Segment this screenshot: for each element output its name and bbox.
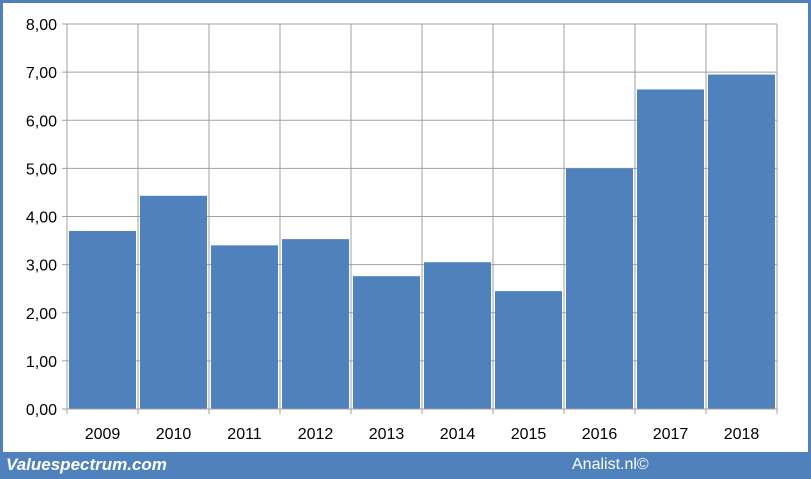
y-tick-label: 8,00 [26, 17, 57, 34]
x-tick-label: 2011 [227, 426, 262, 443]
bar-2013 [353, 276, 420, 409]
x-tick-label: 2010 [156, 426, 192, 443]
tick-labels: 0,00 1,00 2,00 3,00 4,00 5,00 6,00 7,00 8,00 2009… [26, 17, 760, 443]
axes [62, 23, 778, 414]
bar-2009 [69, 230, 136, 409]
bar-2012 [282, 239, 349, 409]
x-tick-label: 2012 [298, 426, 334, 443]
bar-2010 [140, 195, 207, 409]
x-tick-label: 2017 [653, 426, 689, 443]
grid-lines [66, 23, 778, 410]
y-tick-label: 2,00 [26, 306, 57, 323]
x-tick-label: 2015 [511, 426, 547, 443]
bar-2017 [637, 89, 704, 409]
x-tick-label: 2014 [440, 426, 476, 443]
y-tick-label: 3,00 [26, 258, 57, 275]
bar-2018 [708, 74, 775, 409]
y-tick-label: 0,00 [26, 402, 57, 419]
bars [69, 74, 775, 409]
bar-2014 [424, 262, 491, 409]
y-tick-label: 4,00 [26, 210, 57, 227]
source-right-label: Analist.nl© [572, 456, 649, 473]
x-tick-label: 2016 [582, 426, 618, 443]
bar-2015 [495, 291, 562, 409]
bar-2011 [211, 245, 278, 409]
bar-2016 [566, 168, 633, 409]
x-tick-label: 2009 [85, 426, 121, 443]
y-tick-label: 7,00 [26, 65, 57, 82]
y-tick-label: 1,00 [26, 354, 57, 371]
source-left-label: Valuespectrum.com [6, 455, 167, 474]
bar-chart: 0,00 1,00 2,00 3,00 4,00 5,00 6,00 7,00 8,00 2009… [26, 17, 778, 443]
x-tick-label: 2013 [369, 426, 405, 443]
y-tick-label: 6,00 [26, 113, 57, 130]
y-tick-label: 5,00 [26, 161, 57, 178]
plot-panel: 0,00 1,00 2,00 3,00 4,00 5,00 6,00 7,00 8,00 2009… [3, 3, 808, 452]
x-tick-label: 2018 [724, 426, 760, 443]
